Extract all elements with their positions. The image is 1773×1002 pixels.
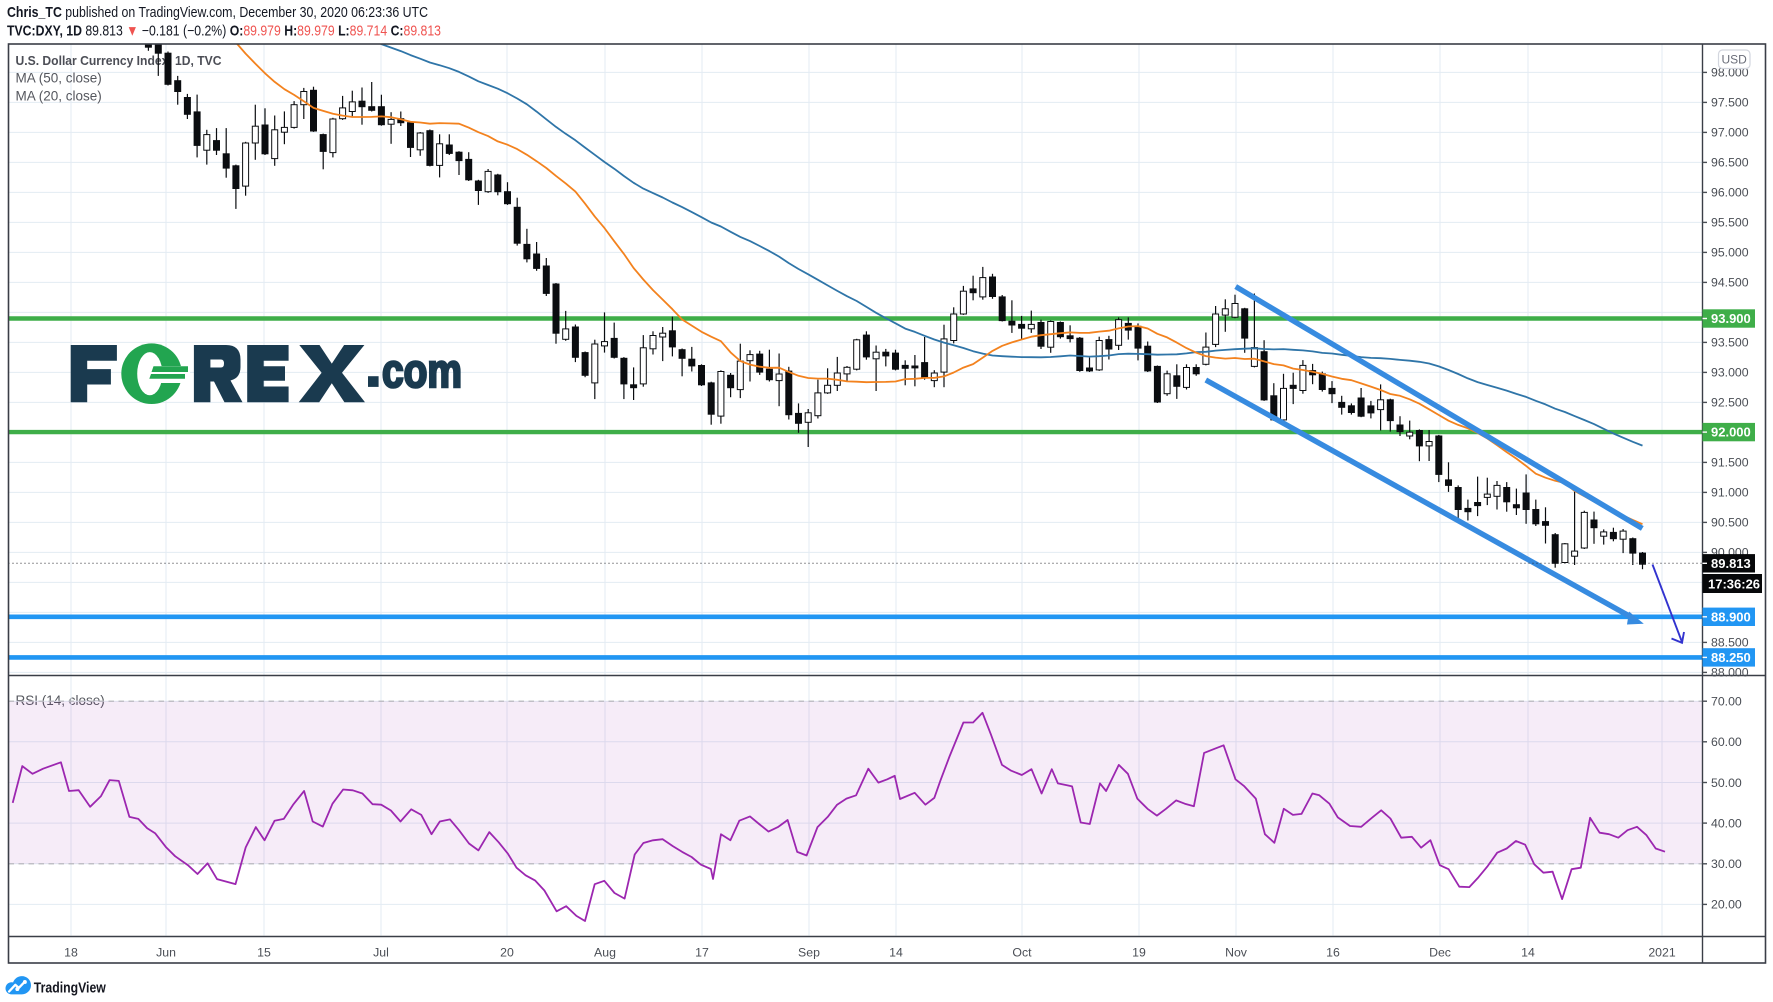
svg-text:Dec: Dec [1429, 946, 1451, 960]
svg-text:88.250: 88.250 [1711, 650, 1751, 665]
svg-text:89.813: 89.813 [1711, 556, 1751, 571]
svg-text:50.00: 50.00 [1711, 776, 1742, 790]
svg-text:94.500: 94.500 [1711, 276, 1749, 290]
svg-text:19: 19 [1132, 946, 1146, 960]
svg-text:90.500: 90.500 [1711, 516, 1749, 530]
svg-text:17:36:26: 17:36:26 [1708, 576, 1760, 591]
svg-text:U.S. Dollar Currency Index, 1D: U.S. Dollar Currency Index, 1D, TVC [16, 53, 222, 68]
svg-text:93.500: 93.500 [1711, 336, 1749, 350]
svg-text:Jul: Jul [373, 946, 389, 960]
svg-text:88.000: 88.000 [1711, 666, 1749, 680]
svg-text:Jun: Jun [156, 946, 176, 960]
svg-text:88.500: 88.500 [1711, 636, 1749, 650]
svg-text:97.500: 97.500 [1711, 96, 1749, 110]
svg-text:Sep: Sep [798, 946, 820, 960]
svg-text:96.500: 96.500 [1711, 156, 1749, 170]
svg-text:Chris_TC published on TradingV: Chris_TC published on TradingView.com, D… [7, 5, 428, 21]
svg-text:com: com [382, 344, 462, 397]
svg-text:98.000: 98.000 [1711, 66, 1749, 80]
svg-text:MA (50, close): MA (50, close) [16, 71, 102, 86]
svg-text:70.00: 70.00 [1711, 695, 1742, 709]
svg-text:92.000: 92.000 [1711, 425, 1751, 440]
svg-text:30.00: 30.00 [1711, 857, 1742, 871]
svg-text:TVC:DXY, 1D 89.813 ▼ −0.181 (: TVC:DXY, 1D 89.813 ▼ −0.181 (−0.2%) O:89… [7, 24, 441, 40]
svg-text:18: 18 [64, 946, 78, 960]
svg-text:MA (20, close): MA (20, close) [16, 89, 102, 104]
svg-text:USD: USD [1722, 53, 1748, 67]
svg-text:14: 14 [889, 946, 903, 960]
svg-text:20: 20 [500, 946, 514, 960]
svg-text:20.00: 20.00 [1711, 898, 1742, 912]
svg-text:17: 17 [695, 946, 709, 960]
svg-text:88.900: 88.900 [1711, 609, 1751, 624]
svg-text:40.00: 40.00 [1711, 816, 1742, 830]
svg-text:Nov: Nov [1225, 946, 1248, 960]
svg-text:60.00: 60.00 [1711, 735, 1742, 749]
svg-text:14: 14 [1521, 946, 1535, 960]
svg-text:93.900: 93.900 [1711, 311, 1751, 326]
svg-text:Aug: Aug [594, 946, 616, 960]
svg-text:91.500: 91.500 [1711, 456, 1749, 470]
svg-text:97.000: 97.000 [1711, 126, 1749, 140]
svg-text:RSI (14, close): RSI (14, close) [16, 693, 105, 708]
svg-text:16: 16 [1326, 946, 1340, 960]
svg-text:95.500: 95.500 [1711, 216, 1749, 230]
svg-text:15: 15 [257, 946, 271, 960]
svg-text:2021: 2021 [1648, 946, 1676, 960]
svg-text:Oct: Oct [1012, 946, 1032, 960]
svg-text:92.500: 92.500 [1711, 396, 1749, 410]
svg-text:96.000: 96.000 [1711, 186, 1749, 200]
svg-text:95.000: 95.000 [1711, 246, 1749, 260]
svg-text:91.000: 91.000 [1711, 486, 1749, 500]
svg-text:93.000: 93.000 [1711, 366, 1749, 380]
svg-text:TradingView: TradingView [34, 981, 106, 997]
